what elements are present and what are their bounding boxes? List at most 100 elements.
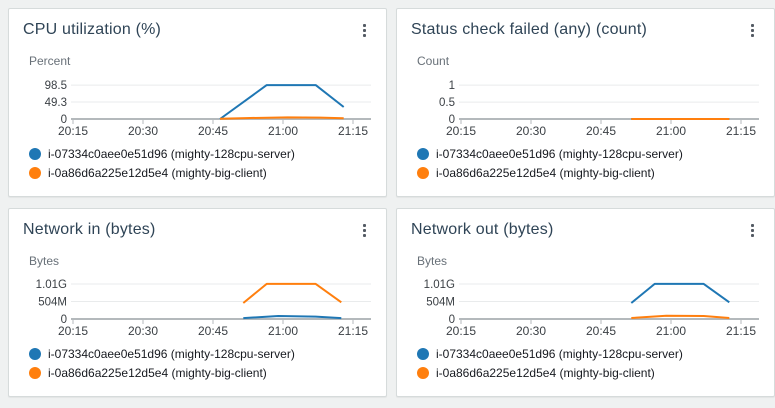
svg-text:20:45: 20:45 bbox=[586, 324, 616, 338]
svg-text:21:00: 21:00 bbox=[268, 324, 298, 338]
legend-color-swatch bbox=[417, 147, 429, 160]
y-axis-unit-label: Percent bbox=[29, 54, 71, 68]
svg-text:98.5: 98.5 bbox=[45, 80, 67, 92]
dashboard-grid: CPU utilization (%) Percent 98.5 49.3 0 20:… bbox=[8, 8, 775, 397]
svg-text:0: 0 bbox=[61, 314, 67, 326]
panel-header: Network out (bytes) bbox=[411, 219, 759, 241]
svg-text:20:15: 20:15 bbox=[58, 124, 88, 138]
svg-text:504M: 504M bbox=[38, 297, 67, 309]
svg-text:20:45: 20:45 bbox=[198, 324, 228, 338]
y-axis-unit-label: Bytes bbox=[29, 254, 60, 268]
legend-color-swatch bbox=[417, 366, 429, 379]
legend-item-server[interactable]: i-07334c0aee0e51d96 (mighty-128cpu-serve… bbox=[417, 145, 759, 162]
kebab-dot bbox=[363, 24, 366, 27]
chart-legend: i-07334c0aee0e51d96 (mighty-128cpu-serve… bbox=[411, 145, 759, 181]
kebab-dot bbox=[751, 229, 754, 232]
legend-label: i-07334c0aee0e51d96 (mighty-128cpu-serve… bbox=[436, 346, 683, 361]
svg-text:0: 0 bbox=[61, 114, 67, 126]
svg-text:0.5: 0.5 bbox=[439, 97, 455, 109]
svg-text:21:00: 21:00 bbox=[656, 324, 686, 338]
legend-color-swatch bbox=[29, 166, 41, 179]
svg-text:1.01G: 1.01G bbox=[36, 279, 67, 291]
svg-text:0: 0 bbox=[449, 314, 455, 326]
svg-text:20:15: 20:15 bbox=[446, 124, 476, 138]
legend-color-swatch bbox=[29, 366, 41, 379]
kebab-dot bbox=[363, 29, 366, 32]
kebab-menu-icon[interactable] bbox=[358, 21, 371, 40]
y-axis-unit-label: Count bbox=[417, 54, 450, 68]
kebab-menu-icon[interactable] bbox=[358, 221, 371, 240]
legend-item-client[interactable]: i-0a86d6a225e12d5e4 (mighty-big-client) bbox=[417, 364, 759, 381]
legend-label: i-0a86d6a225e12d5e4 (mighty-big-client) bbox=[436, 165, 655, 180]
legend-item-client[interactable]: i-0a86d6a225e12d5e4 (mighty-big-client) bbox=[29, 164, 371, 181]
svg-text:20:15: 20:15 bbox=[58, 324, 88, 338]
chart-legend: i-07334c0aee0e51d96 (mighty-128cpu-serve… bbox=[23, 345, 371, 381]
legend-label: i-0a86d6a225e12d5e4 (mighty-big-client) bbox=[48, 165, 267, 180]
kebab-dot bbox=[363, 234, 366, 237]
chart-svg: 1.01G 504M 020:15 20:30 20:45 21:00 21:15 bbox=[424, 279, 759, 338]
kebab-dot bbox=[363, 34, 366, 37]
kebab-dot bbox=[751, 24, 754, 27]
panel-title: Network out (bytes) bbox=[411, 221, 554, 238]
legend-item-server[interactable]: i-07334c0aee0e51d96 (mighty-128cpu-serve… bbox=[29, 345, 371, 362]
panel-header: Network in (bytes) bbox=[23, 219, 371, 241]
svg-text:20:30: 20:30 bbox=[128, 124, 158, 138]
svg-text:20:45: 20:45 bbox=[586, 124, 616, 138]
chart-cpu-utilization[interactable]: 98.5 49.3 0 20:15 20:30 20:45 21:00 21:15 bbox=[23, 73, 371, 139]
chart-svg: 1.01G 504M 020:15 20:30 20:45 21:00 21:15 bbox=[36, 279, 371, 338]
legend-item-client[interactable]: i-0a86d6a225e12d5e4 (mighty-big-client) bbox=[29, 364, 371, 381]
chart-network-in[interactable]: 1.01G 504M 0 20:15 20:30 20:45 21:00 21:15 bbox=[23, 273, 371, 339]
legend-label: i-07334c0aee0e51d96 (mighty-128cpu-serve… bbox=[48, 346, 295, 361]
panel-title: Network in (bytes) bbox=[23, 221, 156, 238]
svg-text:20:30: 20:30 bbox=[516, 124, 546, 138]
metric-panel-network-in: Network in (bytes) Bytes 1.01G 504M 0 20:15… bbox=[8, 208, 387, 397]
kebab-dot bbox=[751, 34, 754, 37]
chart-legend: i-07334c0aee0e51d96 (mighty-128cpu-serve… bbox=[23, 145, 371, 181]
svg-text:21:00: 21:00 bbox=[268, 124, 298, 138]
chart-svg: 1 0.5 020:15 20:30 20:45 21:00 21:15 bbox=[439, 80, 759, 138]
legend-item-server[interactable]: i-07334c0aee0e51d96 (mighty-128cpu-serve… bbox=[417, 345, 759, 362]
legend-color-swatch bbox=[29, 347, 41, 360]
panel-header: Status check failed (any) (count) bbox=[411, 19, 759, 41]
svg-text:1: 1 bbox=[449, 80, 455, 92]
legend-color-swatch bbox=[29, 147, 41, 160]
svg-text:20:45: 20:45 bbox=[198, 124, 228, 138]
y-axis-unit-label: Bytes bbox=[417, 254, 448, 268]
svg-text:20:30: 20:30 bbox=[516, 324, 546, 338]
svg-text:21:00: 21:00 bbox=[656, 124, 686, 138]
chart-legend: i-07334c0aee0e51d96 (mighty-128cpu-serve… bbox=[411, 345, 759, 381]
panel-title: Status check failed (any) (count) bbox=[411, 21, 648, 38]
kebab-dot bbox=[363, 229, 366, 232]
metric-panel-cpu-utilization: CPU utilization (%) Percent 98.5 49.3 0 20:… bbox=[8, 8, 387, 197]
svg-text:21:15: 21:15 bbox=[338, 124, 368, 138]
legend-item-client[interactable]: i-0a86d6a225e12d5e4 (mighty-big-client) bbox=[417, 164, 759, 181]
svg-text:504M: 504M bbox=[426, 297, 455, 309]
legend-label: i-07334c0aee0e51d96 (mighty-128cpu-serve… bbox=[48, 146, 295, 161]
svg-text:21:15: 21:15 bbox=[338, 324, 368, 338]
svg-text:49.3: 49.3 bbox=[45, 97, 67, 109]
svg-text:20:30: 20:30 bbox=[128, 324, 158, 338]
svg-text:1.01G: 1.01G bbox=[424, 279, 455, 291]
legend-item-server[interactable]: i-07334c0aee0e51d96 (mighty-128cpu-serve… bbox=[29, 145, 371, 162]
kebab-menu-icon[interactable] bbox=[746, 21, 759, 40]
panel-header: CPU utilization (%) bbox=[23, 19, 371, 41]
chart-status-check-failed[interactable]: 1 0.5 0 20:15 20:30 20:45 21:00 21:15 bbox=[411, 73, 759, 139]
svg-text:0: 0 bbox=[449, 114, 455, 126]
kebab-dot bbox=[751, 234, 754, 237]
legend-label: i-07334c0aee0e51d96 (mighty-128cpu-serve… bbox=[436, 146, 683, 161]
chart-svg: 98.5 49.3 020:15 20:30 20:45 21:00 21:15 bbox=[45, 80, 371, 138]
kebab-menu-icon[interactable] bbox=[746, 221, 759, 240]
legend-label: i-0a86d6a225e12d5e4 (mighty-big-client) bbox=[436, 365, 655, 380]
svg-text:21:15: 21:15 bbox=[726, 324, 756, 338]
svg-text:20:15: 20:15 bbox=[446, 324, 476, 338]
metric-panel-network-out: Network out (bytes) Bytes 1.01G 504M 0 20:1… bbox=[396, 208, 775, 397]
kebab-dot bbox=[363, 224, 366, 227]
legend-color-swatch bbox=[417, 347, 429, 360]
kebab-dot bbox=[751, 224, 754, 227]
chart-network-out[interactable]: 1.01G 504M 0 20:15 20:30 20:45 21:00 21:15 bbox=[411, 273, 759, 339]
kebab-dot bbox=[751, 29, 754, 32]
legend-color-swatch bbox=[417, 166, 429, 179]
legend-label: i-0a86d6a225e12d5e4 (mighty-big-client) bbox=[48, 365, 267, 380]
svg-text:21:15: 21:15 bbox=[726, 124, 756, 138]
metric-panel-status-check-failed: Status check failed (any) (count) Count … bbox=[396, 8, 775, 197]
